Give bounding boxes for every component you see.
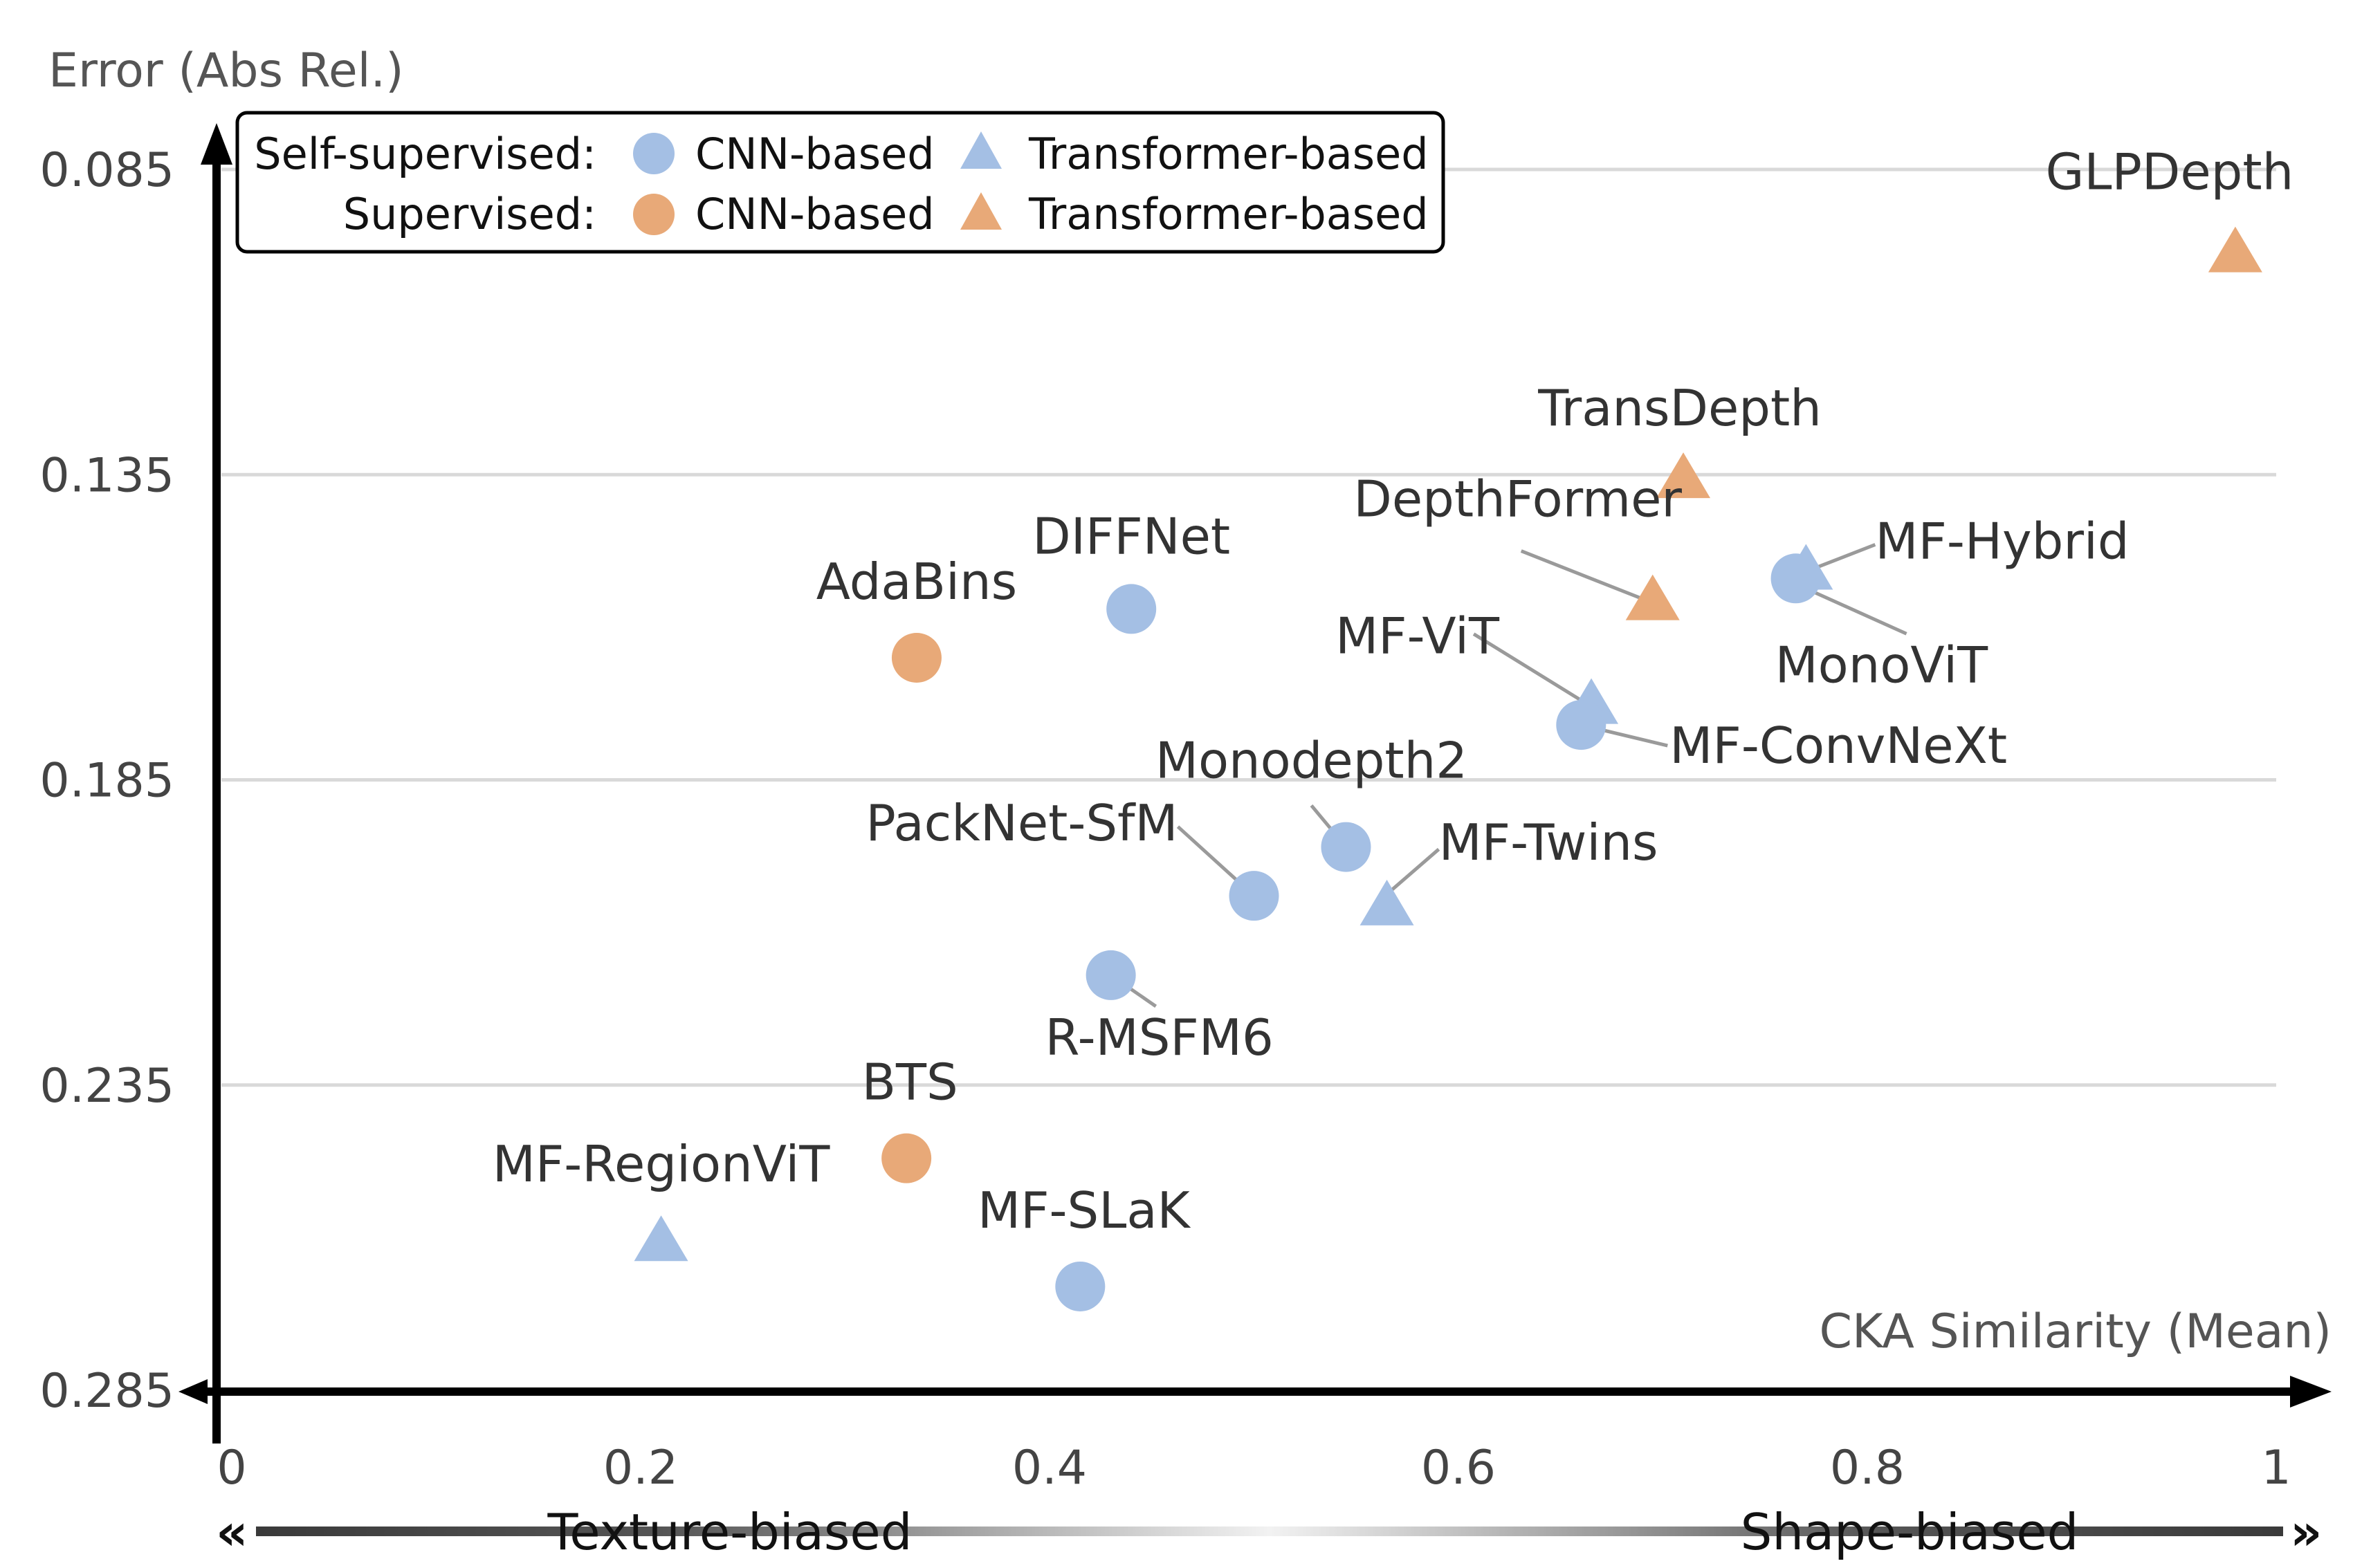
r-msfm6-label: R-MSFM6: [1045, 1008, 1274, 1067]
depthformer-leader-line: [1520, 549, 1654, 605]
mf-slak-label: MF-SLaK: [978, 1181, 1191, 1239]
mf-vit-label: MF-ViT: [1335, 607, 1500, 665]
x-axis-left-arrow-icon: [178, 1379, 208, 1404]
x-tick-label: 0: [217, 1441, 246, 1495]
mf-hybrid-leader-line: [1812, 543, 1876, 571]
y-tick-label: 0.135: [39, 448, 174, 503]
legend: Self-supervised: CNN-based Transformer-b…: [235, 111, 1445, 254]
mf-convnext-label: MF-ConvNeXt: [1669, 717, 2007, 775]
x-tick-label: 0.6: [1421, 1441, 1496, 1495]
legend-sup-cnn-label: CNN-based: [695, 189, 935, 239]
y-tick-label: 0.235: [39, 1059, 174, 1114]
legend-self-supervised-label: Self-supervised:: [254, 129, 596, 179]
monodepth2-label: Monodepth2: [1155, 732, 1467, 790]
diffnet-circle-marker: [1106, 584, 1157, 634]
packnet-sfm-label: PackNet-SfM: [866, 794, 1178, 852]
mf-vit-leader-line: [1472, 632, 1593, 708]
y-axis-title: Error (Abs Rel.): [48, 44, 404, 98]
adabins-circle-marker: [891, 633, 942, 683]
legend-supervised-label: Supervised:: [343, 189, 596, 239]
bias-gradient-bar: [256, 1527, 2283, 1536]
bts-circle-marker: [881, 1133, 932, 1183]
mf-regionvit-triangle-marker: [634, 1215, 688, 1262]
legend-sup-transformer-label: Transformer-based: [1028, 189, 1429, 239]
y-tick-label: 0.085: [39, 143, 174, 198]
y-tick-label: 0.285: [39, 1364, 174, 1419]
packnet-sfm-circle-marker: [1229, 871, 1279, 921]
y-axis-arrow-icon: [201, 123, 232, 165]
transdepth-triangle-marker: [1656, 452, 1711, 499]
bias-axis: « » Texture-biased Shape-biased: [216, 1503, 2323, 1561]
x-tick-label: 0.8: [1830, 1441, 1905, 1495]
transdepth-label: TransDepth: [1537, 379, 1822, 437]
legend-self-transformer-label: Transformer-based: [1028, 129, 1429, 179]
glpdepth-label: GLPDepth: [2046, 143, 2294, 201]
monodepth2-circle-marker: [1321, 822, 1371, 872]
mf-slak-circle-marker: [1055, 1261, 1106, 1311]
glpdepth-triangle-marker: [2208, 226, 2262, 273]
mf-regionvit-label: MF-RegionViT: [493, 1135, 831, 1193]
adabins-label: AdaBins: [816, 553, 1017, 611]
data-points: [634, 226, 2262, 1311]
bts-label: BTS: [862, 1053, 958, 1112]
mf-convnext-circle-marker: [1556, 700, 1606, 750]
bias-left-chevrons-icon: «: [216, 1503, 248, 1561]
legend-sup-cnn-marker: [633, 194, 675, 235]
r-msfm6-circle-marker: [1086, 950, 1136, 1000]
x-tick-label: 0.4: [1012, 1441, 1087, 1495]
legend-self-transformer-marker: [960, 131, 1002, 169]
mf-twins-leader-line: [1385, 847, 1440, 896]
bias-right-chevrons-icon: »: [2290, 1503, 2323, 1561]
depthformer-triangle-marker: [1625, 574, 1680, 620]
x-tick-labels: 0 0.2 0.4 0.6 0.8 1: [217, 1441, 2291, 1495]
monovit-circle-marker: [1770, 553, 1821, 604]
x-axis-arrow-icon: [2290, 1376, 2332, 1408]
point-labels: GLPDepth TransDepth DepthFormer AdaBins BTS D…: [493, 143, 2294, 1239]
legend-box: [235, 111, 1445, 254]
mf-hybrid-label: MF-Hybrid: [1875, 512, 2129, 570]
x-tick-label: 0.2: [603, 1441, 678, 1495]
gridlines: [221, 167, 2276, 1087]
depthformer-label: DepthFormer: [1353, 470, 1682, 528]
diffnet-label: DIFFNet: [1032, 507, 1230, 565]
legend-self-cnn-label: CNN-based: [695, 129, 935, 179]
monovit-label: MonoViT: [1775, 636, 1989, 694]
y-tick-label: 0.185: [39, 754, 174, 809]
y-tick-labels: 0.085 0.135 0.185 0.235 0.285: [39, 143, 174, 1419]
mf-twins-triangle-marker: [1359, 879, 1414, 925]
legend-sup-transformer-marker: [960, 192, 1002, 230]
legend-self-cnn-marker: [633, 133, 675, 174]
x-axis-title: CKA Similarity (Mean): [1820, 1304, 2332, 1359]
texture-biased-label: Texture-biased: [547, 1503, 913, 1561]
mf-twins-label: MF-Twins: [1439, 813, 1658, 871]
shape-biased-label: Shape-biased: [1741, 1503, 2079, 1561]
x-tick-label: 1: [2261, 1441, 2291, 1495]
